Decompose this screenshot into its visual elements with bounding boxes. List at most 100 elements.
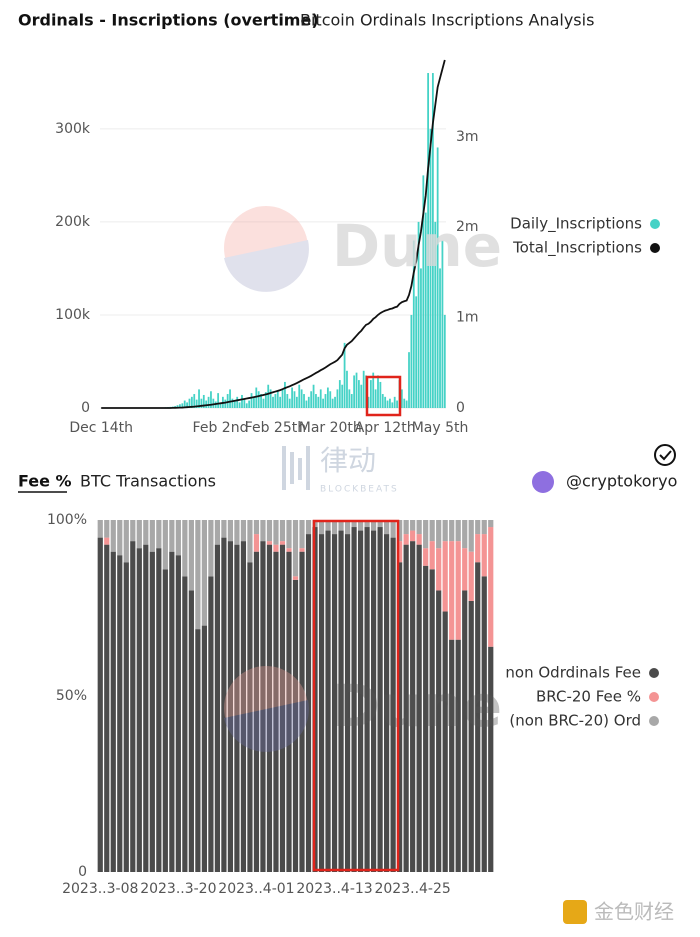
x-tick-label: Dec 14th (69, 420, 133, 436)
bar (353, 375, 356, 408)
bar (181, 403, 184, 408)
bar (202, 394, 205, 408)
bar-segment (162, 569, 168, 872)
bar-segment (468, 520, 474, 552)
bar-segment (279, 541, 286, 545)
check-icon[interactable] (654, 444, 676, 466)
bar (360, 384, 363, 408)
bar (431, 73, 434, 409)
bar (233, 400, 236, 408)
bar (207, 396, 210, 408)
bar-segment (488, 520, 494, 528)
bar-segment (455, 541, 461, 640)
tab[interactable]: BTC Transactions (80, 472, 216, 491)
bar-segment (188, 520, 194, 591)
bar-segment (253, 520, 260, 535)
bar (217, 393, 220, 408)
bar-segment (364, 520, 370, 528)
bar (389, 398, 391, 408)
y2-tick-label: 0 (456, 400, 465, 416)
bar (288, 398, 291, 408)
legend-label: non Odrdinals Fee (505, 664, 641, 682)
bar-segment (449, 639, 455, 872)
bar (384, 396, 387, 408)
bar (443, 314, 446, 408)
bar (410, 314, 413, 408)
bar-segment (123, 520, 129, 563)
bar-segment (325, 530, 331, 872)
bar (317, 396, 320, 408)
legend-marker (649, 668, 659, 678)
bar-segment (325, 520, 331, 531)
watermark: Dune (332, 212, 502, 280)
bar-segment (221, 537, 227, 872)
bar (279, 396, 282, 408)
bar-segment (331, 520, 338, 535)
bar (372, 372, 375, 408)
bar-segment (97, 537, 103, 872)
bar (198, 389, 200, 408)
chart-subtitle: Bitcoin Ordinals Inscriptions Analysis (300, 11, 594, 30)
bar (358, 380, 360, 408)
bar (183, 400, 186, 408)
y-tick-label: 300k (55, 121, 91, 137)
bar-segment (429, 569, 435, 872)
bar (293, 391, 296, 408)
legend-label: (non BRC-20) Ord (509, 712, 641, 730)
bar (298, 384, 301, 408)
y-tick-label: 100% (47, 512, 87, 528)
bar-segment (104, 544, 110, 872)
bar-segment (110, 520, 116, 552)
y2-tick-label: 3m (456, 129, 479, 145)
bar-segment (130, 541, 136, 872)
author[interactable]: @cryptokoryo (566, 472, 677, 491)
bar-segment (436, 520, 442, 549)
bar-segment (429, 541, 435, 570)
bar-segment (182, 520, 188, 577)
x-tick-label: 2023..3-08 (62, 881, 138, 897)
bar-segment (195, 520, 201, 630)
bar-segment (481, 520, 487, 535)
bar-segment (208, 576, 214, 872)
bar (229, 389, 231, 408)
bar-segment (370, 520, 377, 531)
bar-segment (397, 520, 403, 542)
bar-segment (234, 520, 240, 545)
bar (391, 402, 394, 408)
bar-segment (279, 520, 286, 542)
bar-segment (488, 646, 494, 872)
legend-label: Daily_Inscriptions (510, 215, 642, 234)
bar-segment (123, 562, 129, 872)
chart-title: Ordinals - Inscriptions (overtime) (18, 11, 319, 30)
y-tick-label: 100k (55, 307, 91, 323)
bar (393, 396, 396, 408)
bar (412, 240, 415, 408)
bar (336, 389, 339, 408)
bar (200, 398, 203, 408)
bar (369, 380, 372, 408)
bar (300, 389, 303, 408)
y-tick-label: 200k (55, 214, 91, 230)
bar (224, 399, 227, 408)
bar (319, 389, 322, 408)
bar-segment (331, 534, 338, 872)
bar-segment (104, 537, 110, 545)
bar-segment (403, 534, 409, 545)
y2-tick-label: 1m (456, 310, 479, 326)
x-tick-label: Feb 2nd (193, 420, 249, 436)
bar-segment (266, 544, 273, 872)
bar-segment (188, 590, 194, 872)
x-tick-label: 2023..4-13 (296, 881, 372, 897)
bar (250, 393, 253, 408)
bar (343, 342, 346, 408)
bar-segment (390, 520, 396, 538)
bar (422, 175, 425, 408)
bar (386, 400, 389, 408)
bar-segment (338, 530, 344, 872)
bar-segment (344, 520, 351, 535)
bar (274, 394, 277, 408)
bar (427, 73, 429, 409)
bar-segment (436, 590, 442, 872)
tab[interactable]: Fee % (18, 472, 72, 491)
